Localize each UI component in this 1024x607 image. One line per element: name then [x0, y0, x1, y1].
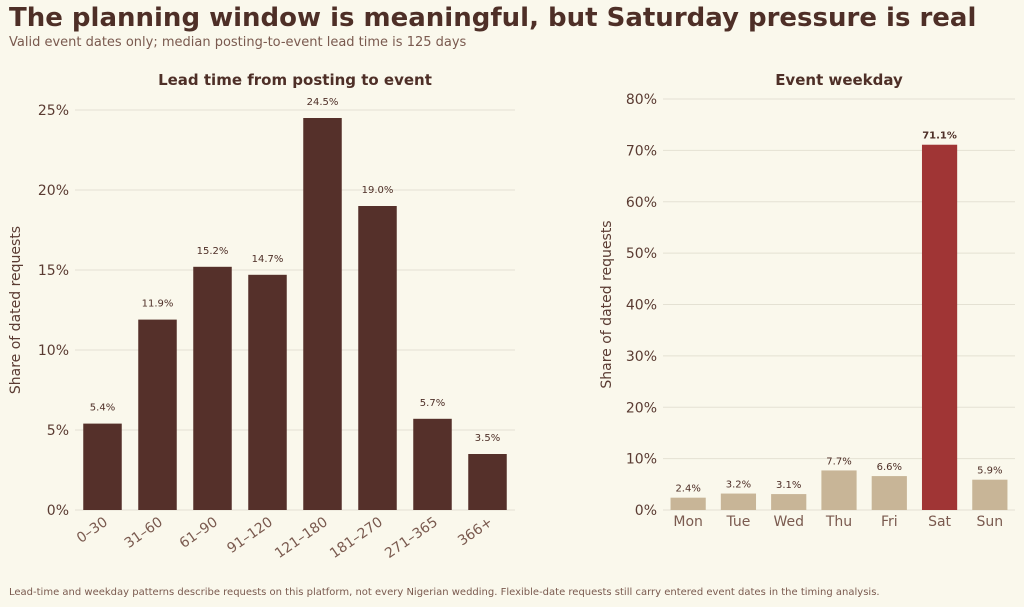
lead-bar-3 [248, 274, 287, 510]
weekday-y-tick-label: 0% [635, 503, 657, 519]
lead-bar-4 [303, 118, 342, 510]
weekday-y-axis-label: Share of dated requests [599, 220, 615, 388]
page-title: The planning window is meaningful, but S… [9, 3, 977, 33]
lead-y-axis-label: Share of dated requests [8, 226, 24, 394]
weekday-x-tick-label-0: Mon [673, 514, 703, 530]
weekday-data-label-2: 3.1% [776, 480, 801, 491]
weekday-y-tick-label: 30% [626, 349, 657, 365]
lead-bar-7 [468, 454, 507, 510]
lead-bar-0 [83, 423, 122, 510]
weekday-y-tick-label: 20% [626, 400, 657, 416]
weekday-bar-4 [871, 476, 907, 510]
weekday-x-tick-label-6: Sun [977, 514, 1004, 530]
weekday-y-tick-label: 40% [626, 298, 657, 314]
lead-y-tick-label: 10% [38, 343, 69, 359]
lead-data-label-3: 14.7% [252, 254, 284, 265]
weekday-bar-1 [720, 493, 757, 510]
footnote: Lead-time and weekday patterns describe … [9, 587, 880, 598]
lead-data-label-6: 5.7% [420, 398, 445, 409]
lead-y-tick-label: 25% [38, 103, 69, 119]
lead-bar-5 [358, 206, 397, 510]
lead-title: Lead time from posting to event [158, 71, 432, 89]
lead-y-tick-label: 20% [38, 183, 69, 199]
lead-bar-2 [193, 266, 232, 510]
lead-bar-6 [413, 418, 452, 510]
weekday-y-tick-label: 60% [626, 195, 657, 211]
weekday-title: Event weekday [775, 71, 903, 89]
weekday-bar-2 [771, 494, 807, 510]
weekday-data-label-0: 2.4% [675, 484, 700, 495]
lead-data-label-7: 3.5% [475, 433, 500, 444]
weekday-bar-5 [921, 144, 958, 510]
lead-data-label-1: 11.9% [142, 299, 174, 310]
lead-y-tick-label: 5% [47, 423, 69, 439]
lead-bar-1 [138, 319, 177, 510]
lead-y-tick-label: 0% [47, 503, 69, 519]
weekday-data-label-5: 71.1% [922, 131, 957, 142]
lead-data-label-4: 24.5% [307, 97, 339, 108]
lead-data-label-0: 5.4% [90, 403, 115, 414]
weekday-x-tick-label-3: Thu [825, 514, 852, 530]
weekday-x-tick-label-5: Sat [928, 514, 951, 530]
weekday-data-label-6: 5.9% [977, 466, 1002, 477]
weekday-data-label-4: 6.6% [877, 462, 902, 473]
weekday-y-tick-label: 80% [626, 92, 657, 108]
weekday-data-label-3: 7.7% [826, 456, 851, 467]
weekday-bar-3 [821, 470, 857, 510]
weekday-bar-6 [972, 479, 1008, 510]
weekday-y-tick-label: 70% [626, 143, 657, 159]
weekday-x-tick-label-4: Fri [881, 514, 898, 530]
weekday-y-tick-label: 10% [626, 452, 657, 468]
weekday-data-label-1: 3.2% [726, 480, 751, 491]
weekday-bar-0 [670, 497, 706, 510]
lead-data-label-5: 19.0% [362, 185, 394, 196]
weekday-x-tick-label-1: Tue [725, 514, 750, 530]
weekday-y-tick-label: 50% [626, 246, 657, 262]
lead-y-tick-label: 15% [38, 263, 69, 279]
lead-data-label-2: 15.2% [197, 246, 229, 257]
weekday-x-tick-label-2: Wed [773, 514, 804, 530]
page-subtitle: Valid event dates only; median posting-t… [9, 35, 467, 50]
